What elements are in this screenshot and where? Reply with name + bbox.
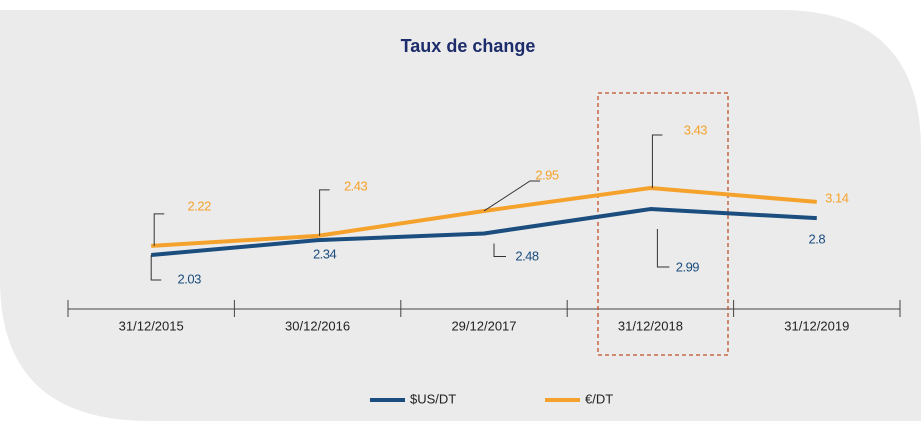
callout-line bbox=[483, 180, 540, 212]
data-label: 2.48 bbox=[515, 248, 539, 263]
callout-line bbox=[319, 189, 330, 236]
callout-line bbox=[651, 134, 663, 188]
data-label: 2.22 bbox=[188, 198, 212, 213]
data-label: 2.8 bbox=[809, 231, 826, 246]
data-label: 2.95 bbox=[535, 167, 559, 182]
x-tick-label: 30/12/2016 bbox=[285, 318, 350, 333]
data-label: 2.99 bbox=[676, 259, 700, 274]
callout-line bbox=[656, 229, 670, 268]
callout-line bbox=[153, 213, 165, 246]
x-tick-label: 31/12/2019 bbox=[784, 318, 849, 333]
data-label: 2.03 bbox=[178, 271, 202, 286]
series-line bbox=[151, 207, 817, 257]
data-label: 2.43 bbox=[344, 178, 368, 193]
callout-line bbox=[493, 243, 506, 257]
legend-label: $US/DT bbox=[410, 391, 456, 406]
data-label: 3.43 bbox=[684, 122, 708, 137]
callout-line bbox=[150, 255, 162, 281]
x-tick-label: 29/12/2017 bbox=[451, 318, 516, 333]
chart-title: Taux de change bbox=[401, 36, 536, 56]
data-label: 2.34 bbox=[313, 246, 337, 261]
data-label: 3.14 bbox=[825, 190, 849, 205]
x-tick-label: 31/12/2015 bbox=[119, 318, 184, 333]
highlight-box bbox=[597, 92, 729, 356]
legend-label: €/DT bbox=[585, 391, 613, 406]
x-tick-label: 31/12/2018 bbox=[618, 318, 683, 333]
